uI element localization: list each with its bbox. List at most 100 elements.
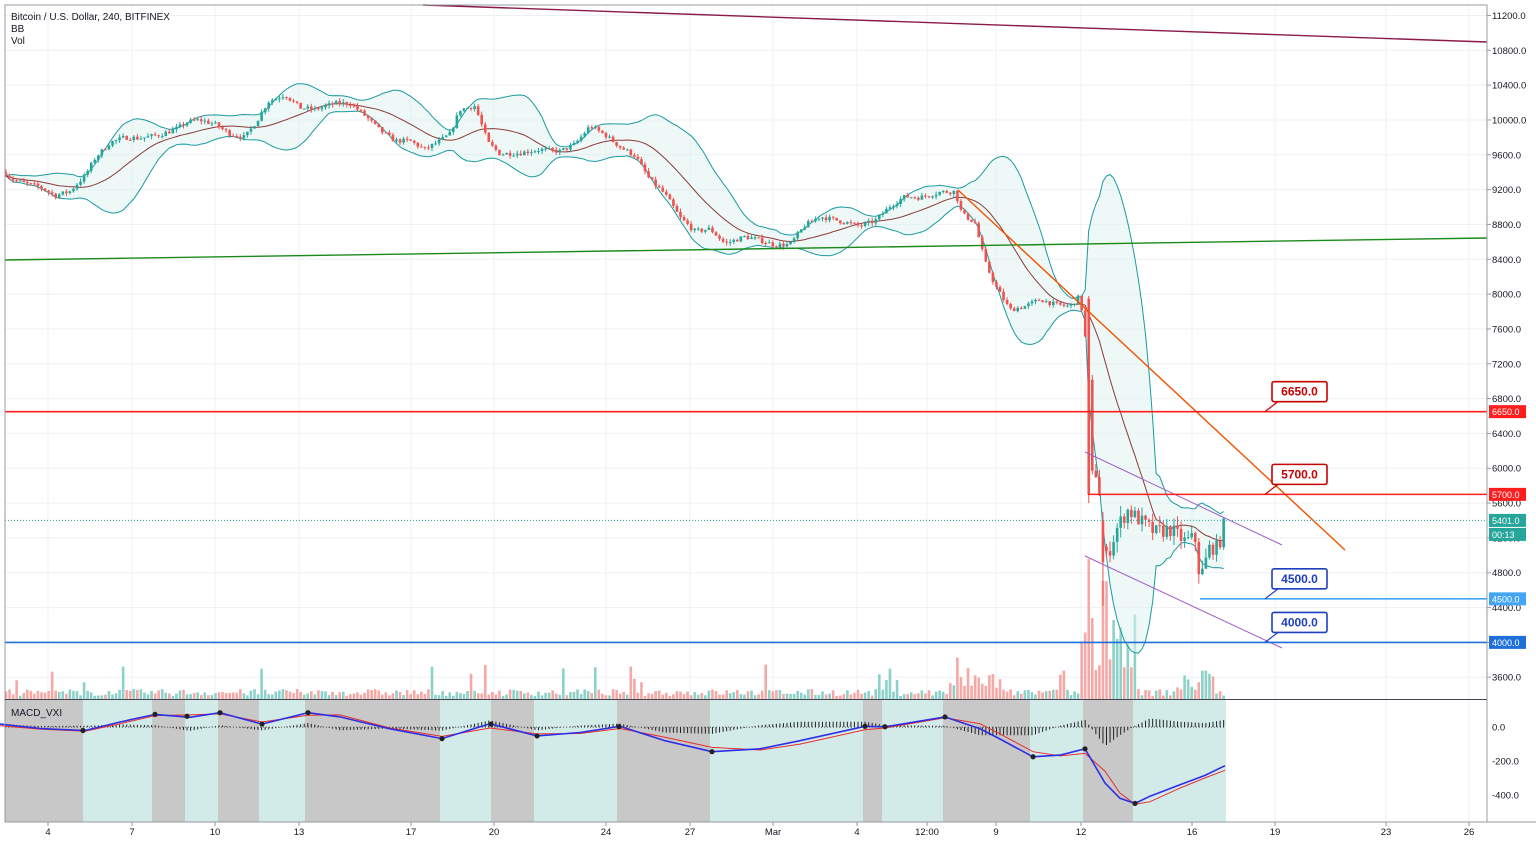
callout-label[interactable]: 5700.0 [1281, 467, 1318, 481]
candle-body [1076, 295, 1080, 304]
volume-bar [796, 690, 799, 699]
candle-body [381, 127, 384, 133]
candle-body [239, 136, 242, 139]
volume-bar [57, 691, 61, 699]
volume-bar [384, 692, 388, 699]
volume-bar [1098, 665, 1101, 699]
time-axis[interactable]: 4 7 10 13 17 20 24 27 Mar 4 12:00 9 12 16 19 23 26 [45, 822, 1474, 838]
volume-bar [1218, 691, 1222, 699]
volume-bar [22, 693, 26, 699]
volume-bar [878, 674, 881, 699]
callout-label[interactable]: 6650.0 [1281, 385, 1318, 399]
volume-bar [501, 695, 505, 699]
y-tick-label: 4800.0 [1492, 568, 1521, 579]
candle-body [43, 188, 47, 191]
macd-label[interactable]: MACD_VXI [11, 708, 63, 719]
candle-body [1197, 541, 1201, 575]
x-tick-label: Mar [765, 827, 781, 838]
candle-body [338, 101, 341, 105]
volume-bar [899, 695, 902, 699]
candle-body [153, 134, 157, 136]
candle-body [327, 103, 331, 106]
volume-bar [1048, 690, 1051, 699]
candle-body [764, 243, 767, 245]
candle-body [313, 108, 317, 110]
candle-body [164, 131, 168, 137]
candle-body [835, 217, 838, 221]
candle-body [860, 225, 863, 227]
candle-body [462, 108, 466, 111]
candle-body [1020, 307, 1023, 309]
macd-region [1083, 700, 1133, 822]
candle-body [270, 100, 274, 103]
volume-bar [860, 693, 863, 699]
volume-bar [136, 690, 139, 699]
candle-body [828, 216, 831, 221]
volume-bar [302, 694, 306, 699]
candle-body [814, 219, 817, 222]
y-tick-label: 6400.0 [1492, 429, 1521, 440]
volume-bar [203, 692, 207, 699]
callout-label[interactable]: 4000.0 [1281, 615, 1318, 629]
candle-body [739, 236, 743, 242]
candle-body [1130, 509, 1133, 518]
callout-label[interactable]: 4500.0 [1281, 572, 1318, 586]
macd-cross-dot [882, 724, 888, 730]
volume-bar [210, 694, 214, 699]
volume-bar [966, 668, 970, 699]
macd-cross-dot [305, 710, 311, 716]
volume-bar [1144, 689, 1147, 699]
candle-body [885, 208, 888, 214]
volume-bar [870, 695, 874, 699]
volume-bar [1034, 694, 1037, 699]
volume-bar [1115, 638, 1119, 699]
level-callouts[interactable]: 6650.0 5700.0 4500.0 4000.0 [1264, 380, 1328, 643]
volume-bar [107, 691, 111, 699]
candle-body [601, 130, 604, 133]
volume-bar [288, 691, 292, 699]
macd-cross-dot [616, 724, 622, 730]
volume-bar [1005, 691, 1009, 699]
last-price-tag-bg [1489, 513, 1526, 527]
candle-body [668, 194, 672, 200]
candle-body [721, 238, 725, 242]
channel-upper [1084, 451, 1283, 546]
candle-body [139, 138, 143, 140]
candle-body [82, 174, 86, 182]
volume-bar [423, 693, 427, 699]
volume-bar [672, 694, 675, 699]
candle-body [547, 148, 551, 150]
volume-bar [505, 694, 508, 699]
volume-bar [15, 680, 18, 699]
candle-body [441, 137, 444, 140]
candle-body [1009, 303, 1012, 309]
price-axis[interactable]: 11200.0 10800.0 10400.0 10000.0 9600.0 9200.0… [1487, 11, 1526, 684]
volume-bar [100, 695, 104, 699]
volume-bar [576, 689, 579, 699]
indicator-bb-label[interactable]: BB [11, 24, 25, 35]
candle-body [1080, 295, 1083, 311]
volume-bar [927, 690, 931, 699]
macd-cross-dot [862, 723, 868, 729]
candle-body [530, 152, 533, 154]
volume-bar [430, 666, 434, 699]
volume-bar [917, 693, 920, 699]
candle-body [320, 107, 324, 110]
volume-bar [427, 689, 430, 699]
indicator-vol-label[interactable]: Vol [11, 36, 25, 47]
candle-body [473, 106, 476, 110]
volume-bar [1091, 618, 1094, 699]
candle-body [792, 238, 796, 242]
candle-body [427, 147, 430, 149]
candle-body [799, 229, 803, 233]
macd-cross-dot [942, 714, 948, 720]
volume-bar [537, 691, 540, 699]
candle-body [902, 195, 906, 200]
candle-body [483, 124, 487, 133]
candle-body [146, 136, 150, 138]
candle-body [775, 246, 778, 248]
candle-body [973, 221, 977, 224]
volume-bar [601, 693, 604, 699]
y-tick-label: 3600.0 [1492, 673, 1521, 684]
